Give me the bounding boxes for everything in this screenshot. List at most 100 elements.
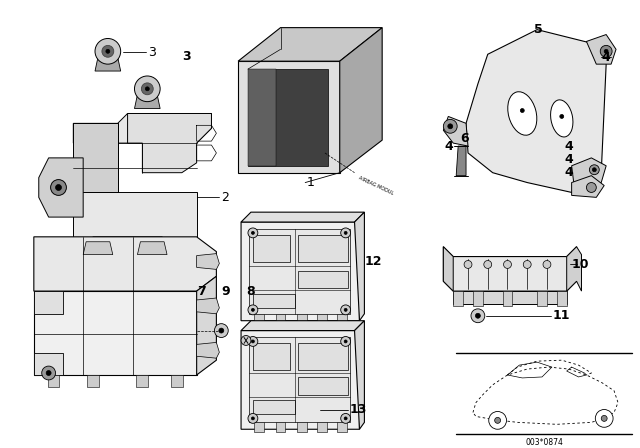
- Circle shape: [252, 308, 254, 311]
- Circle shape: [134, 76, 160, 102]
- Circle shape: [489, 412, 506, 429]
- Polygon shape: [456, 146, 466, 176]
- Polygon shape: [241, 331, 360, 429]
- Polygon shape: [83, 242, 113, 254]
- Polygon shape: [317, 422, 327, 432]
- Circle shape: [248, 228, 258, 238]
- Text: 4: 4: [564, 166, 573, 179]
- Text: 003*0874: 003*0874: [525, 438, 563, 447]
- Polygon shape: [276, 422, 285, 432]
- Polygon shape: [444, 247, 453, 291]
- Text: 11: 11: [553, 309, 570, 322]
- Polygon shape: [340, 28, 382, 172]
- Circle shape: [214, 323, 228, 337]
- Circle shape: [495, 418, 500, 423]
- Circle shape: [241, 336, 251, 345]
- Polygon shape: [337, 422, 347, 432]
- Polygon shape: [586, 34, 616, 64]
- Polygon shape: [241, 212, 364, 222]
- Text: 4: 4: [564, 153, 573, 166]
- Circle shape: [604, 49, 608, 53]
- Polygon shape: [88, 237, 167, 276]
- Ellipse shape: [550, 100, 573, 137]
- Polygon shape: [298, 235, 348, 263]
- Circle shape: [589, 165, 599, 175]
- Polygon shape: [444, 247, 577, 291]
- Text: 5: 5: [534, 23, 543, 36]
- Text: 4: 4: [601, 51, 610, 64]
- Circle shape: [340, 336, 351, 346]
- Circle shape: [344, 308, 347, 311]
- Circle shape: [51, 180, 67, 195]
- Text: AIRBAG MODUL: AIRBAG MODUL: [358, 176, 394, 196]
- Polygon shape: [238, 28, 382, 61]
- Circle shape: [106, 49, 110, 53]
- Polygon shape: [254, 314, 264, 323]
- Polygon shape: [134, 95, 160, 108]
- Polygon shape: [238, 61, 340, 172]
- Polygon shape: [138, 242, 167, 254]
- Polygon shape: [473, 291, 483, 306]
- Polygon shape: [254, 422, 264, 432]
- Polygon shape: [298, 314, 307, 323]
- Circle shape: [340, 228, 351, 238]
- Text: 4: 4: [444, 139, 453, 153]
- Polygon shape: [241, 222, 360, 321]
- Polygon shape: [298, 377, 348, 395]
- Polygon shape: [572, 176, 604, 198]
- Circle shape: [252, 232, 254, 234]
- Text: 3: 3: [182, 50, 191, 63]
- Text: 4: 4: [564, 139, 573, 153]
- Polygon shape: [196, 342, 220, 358]
- Polygon shape: [253, 400, 295, 414]
- Ellipse shape: [508, 92, 537, 135]
- Circle shape: [484, 260, 492, 268]
- Polygon shape: [127, 113, 211, 172]
- Text: 2: 2: [221, 191, 229, 204]
- Text: 9: 9: [221, 284, 230, 297]
- Polygon shape: [355, 321, 364, 429]
- Polygon shape: [253, 235, 291, 263]
- Circle shape: [586, 182, 596, 193]
- Circle shape: [340, 305, 351, 315]
- Polygon shape: [136, 375, 148, 387]
- Polygon shape: [39, 158, 83, 217]
- Circle shape: [504, 260, 511, 268]
- Polygon shape: [337, 314, 347, 323]
- Text: 6: 6: [460, 132, 468, 145]
- Polygon shape: [87, 375, 99, 387]
- Circle shape: [248, 414, 258, 423]
- Polygon shape: [566, 247, 582, 291]
- Circle shape: [471, 309, 484, 323]
- Circle shape: [248, 336, 258, 346]
- Circle shape: [464, 260, 472, 268]
- Polygon shape: [557, 291, 566, 306]
- Polygon shape: [466, 30, 606, 193]
- Text: 8: 8: [246, 284, 255, 297]
- Text: 3: 3: [148, 46, 156, 59]
- Polygon shape: [249, 337, 349, 422]
- Text: 10: 10: [572, 258, 589, 271]
- Circle shape: [219, 328, 224, 333]
- Polygon shape: [453, 291, 463, 306]
- Polygon shape: [537, 291, 547, 306]
- Polygon shape: [34, 353, 63, 375]
- Circle shape: [145, 87, 149, 91]
- Circle shape: [252, 417, 254, 420]
- Polygon shape: [196, 276, 216, 375]
- Polygon shape: [276, 314, 285, 323]
- Circle shape: [102, 45, 114, 57]
- Polygon shape: [74, 113, 211, 143]
- Circle shape: [344, 232, 347, 234]
- Polygon shape: [253, 344, 291, 370]
- Circle shape: [543, 260, 551, 268]
- Polygon shape: [444, 116, 468, 146]
- Circle shape: [248, 305, 258, 315]
- Polygon shape: [298, 344, 348, 370]
- Polygon shape: [196, 254, 220, 269]
- Polygon shape: [253, 294, 295, 308]
- Circle shape: [476, 313, 481, 318]
- Circle shape: [520, 108, 524, 112]
- Polygon shape: [317, 314, 327, 323]
- Polygon shape: [171, 375, 183, 387]
